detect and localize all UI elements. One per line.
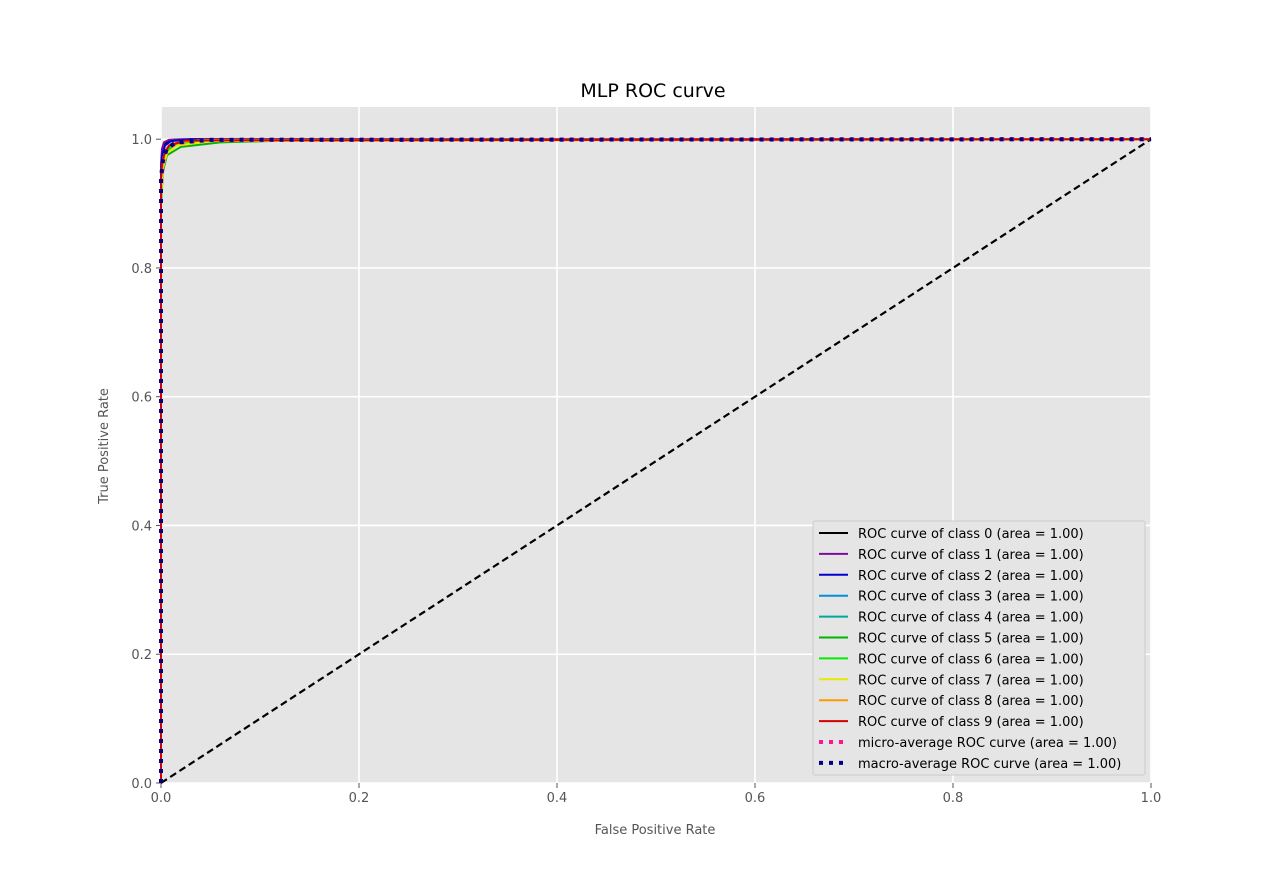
x-tick-label: 0.0 bbox=[151, 791, 172, 806]
y-axis-label: True Positive Rate bbox=[97, 388, 112, 505]
roc-series-line bbox=[160, 138, 1152, 783]
legend-label: ROC curve of class 0 (area = 1.00) bbox=[858, 527, 1084, 542]
x-tick-label: 1.0 bbox=[1141, 791, 1162, 806]
y-tick-label: 0.4 bbox=[131, 519, 152, 534]
legend-label: ROC curve of class 9 (area = 1.00) bbox=[858, 715, 1084, 730]
y-tick-label: 1.0 bbox=[131, 133, 152, 148]
x-tick-label: 0.6 bbox=[745, 791, 766, 806]
x-axis-label: False Positive Rate bbox=[595, 823, 716, 838]
x-tick-label: 0.8 bbox=[943, 791, 964, 806]
x-tick-label: 0.2 bbox=[349, 791, 370, 806]
legend-label: ROC curve of class 3 (area = 1.00) bbox=[858, 590, 1084, 605]
roc-series-line bbox=[159, 137, 1152, 783]
legend-label: ROC curve of class 5 (area = 1.00) bbox=[858, 632, 1084, 647]
legend-label: ROC curve of class 4 (area = 1.00) bbox=[858, 611, 1084, 626]
legend-label: ROC curve of class 1 (area = 1.00) bbox=[858, 548, 1084, 563]
y-tick-label: 0.8 bbox=[131, 262, 152, 277]
chart-title: MLP ROC curve bbox=[580, 80, 725, 102]
legend-label: ROC curve of class 6 (area = 1.00) bbox=[858, 652, 1084, 667]
y-tick-label: 0.0 bbox=[131, 777, 152, 792]
chance-diagonal-line bbox=[160, 138, 1152, 784]
y-tick-label: 0.2 bbox=[131, 648, 152, 663]
legend-label: micro-average ROC curve (area = 1.00) bbox=[858, 736, 1117, 751]
legend-label: ROC curve of class 8 (area = 1.00) bbox=[858, 694, 1084, 709]
y-tick-label: 0.6 bbox=[131, 391, 152, 406]
legend-label: ROC curve of class 7 (area = 1.00) bbox=[858, 673, 1084, 688]
legend-box bbox=[812, 520, 1146, 776]
x-tick-label: 0.4 bbox=[547, 791, 568, 806]
legend-label: ROC curve of class 2 (area = 1.00) bbox=[858, 569, 1084, 584]
legend-label: macro-average ROC curve (area = 1.00) bbox=[858, 757, 1121, 772]
